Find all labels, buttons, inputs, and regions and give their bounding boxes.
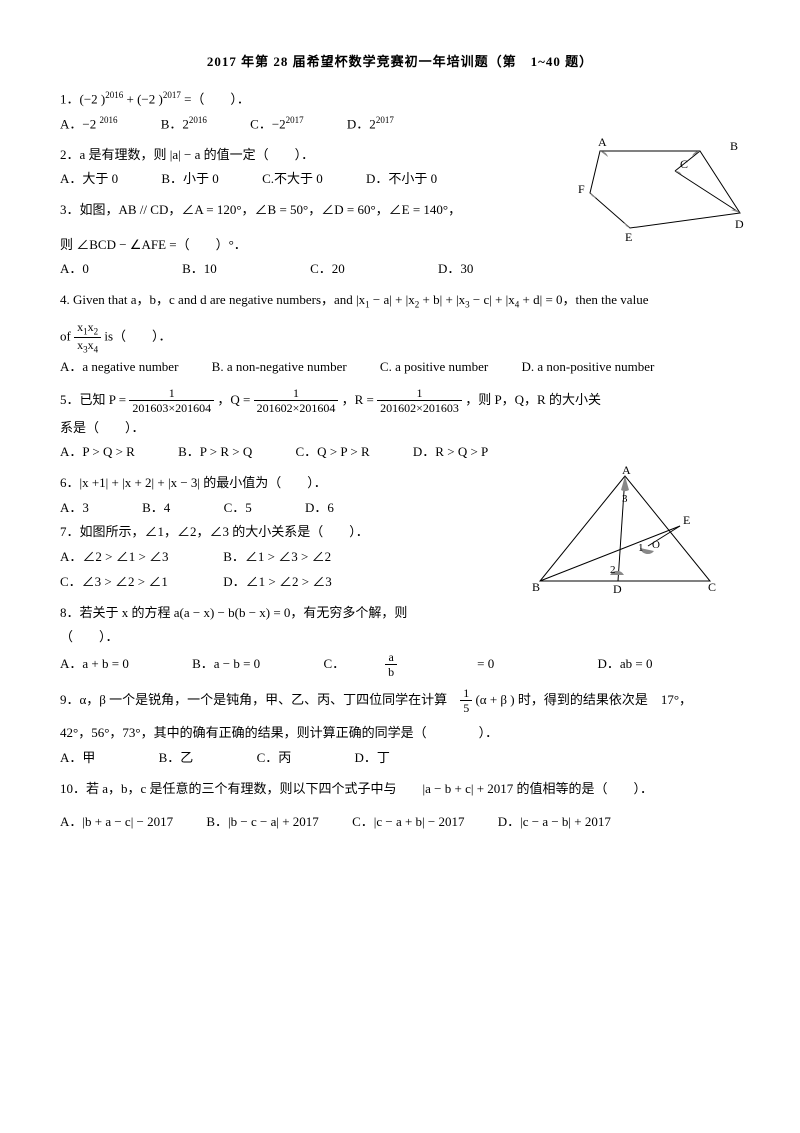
q6-B: B．4 xyxy=(142,496,170,521)
q5-options: A．P > Q > R B．P > R > Q C．Q > P > R D．R … xyxy=(60,440,740,465)
q3-A: A．0 xyxy=(60,257,89,282)
q7-D: D．∠1 > ∠2 > ∠3 xyxy=(223,574,332,589)
q9-B: B．乙 xyxy=(159,746,194,771)
q8-C: C．ab = 0 xyxy=(323,650,534,680)
fig1-B: B xyxy=(730,139,738,153)
svg-text:A: A xyxy=(622,466,631,477)
figure-triangle: A B C D E O 1 2 3 xyxy=(530,466,720,596)
question-8: 8．若关于 x 的方程 a(a − x) − b(b − x) = 0，有无穷多… xyxy=(60,601,740,680)
svg-text:C: C xyxy=(708,580,716,594)
question-6: 6．|x +1| + |x + 2| + |x − 3| 的最小值为（ ）． A… xyxy=(60,471,740,594)
q10-stem: 10．若 a，b，c 是任意的三个有理数，则以下四个式子中与 |a − b + … xyxy=(60,777,740,802)
q5-line2: 系是（ ）． xyxy=(60,416,740,441)
q9-stem: 9．α，β 一个是锐角，一个是钝角，甲、乙、丙、丁四位同学在计算 xyxy=(60,692,447,707)
q7-A: A．∠2 > ∠1 > ∠3 xyxy=(60,545,220,570)
q5-B: B．P > R > Q xyxy=(178,440,252,465)
q2-B: B．小于 0 xyxy=(161,167,218,192)
q9-options: A．甲 B．乙 C．丙 D．丁 xyxy=(60,746,740,771)
q3-options: A．0 B．10 C．20 D．30 xyxy=(60,257,740,282)
q9-D: D．丁 xyxy=(354,746,389,771)
q8-stem2: （ ）． xyxy=(60,625,740,650)
q2-A: A．大于 0 xyxy=(60,167,118,192)
q6-D: D．6 xyxy=(305,496,334,521)
question-2: 2．a 是有理数，则 |a| − a 的值一定（ ）． A．大于 0 B．小于 … xyxy=(60,143,740,192)
q4-D: D. a non-positive number xyxy=(522,355,655,380)
q4-frac: x1x2 x3x4 xyxy=(74,320,101,355)
q1-D: D．22017 xyxy=(347,112,394,137)
svg-text:3: 3 xyxy=(622,493,628,505)
q1-C: C．−22017 xyxy=(250,112,304,137)
svg-text:O: O xyxy=(652,539,660,551)
q10-options: A．|b + a − c| − 2017 B．|b − c − a| + 201… xyxy=(60,810,740,835)
q7-B: B．∠1 > ∠3 > ∠2 xyxy=(223,549,331,564)
svg-text:D: D xyxy=(613,582,622,596)
q8-D: D．ab = 0 xyxy=(597,652,652,677)
q3-D: D．30 xyxy=(438,257,473,282)
q10-C: C．|c − a + b| − 2017 xyxy=(352,810,464,835)
question-5: 5．已知 P = 1201603×201604 ，Q = 1201602×201… xyxy=(60,386,740,465)
q7-C: C．∠3 > ∠2 > ∠1 xyxy=(60,570,220,595)
q4-B: B. a non-negative number xyxy=(212,355,347,380)
q4-is: is（ ）． xyxy=(104,329,171,344)
q8-options: A．a + b = 0 B．a − b = 0 C．ab = 0 D．ab = … xyxy=(60,650,740,680)
q1-stem: 1．(−2 )2016 + (−2 )2017 =（ ）． xyxy=(60,87,740,112)
q4-of: of xyxy=(60,329,71,344)
fig1-F: F xyxy=(578,182,585,196)
q10-B: B．|b − c − a| + 2017 xyxy=(206,810,318,835)
q10-D: D．|c − a − b| + 2017 xyxy=(498,810,611,835)
svg-text:1: 1 xyxy=(638,542,644,554)
q1-A: A．−2 2016 xyxy=(60,112,117,137)
q10-A: A．|b + a − c| − 2017 xyxy=(60,810,173,835)
question-9: 9．α，β 一个是锐角，一个是钝角，甲、乙、丙、丁四位同学在计算 15 (α +… xyxy=(60,686,740,771)
question-10: 10．若 a，b，c 是任意的三个有理数，则以下四个式子中与 |a − b + … xyxy=(60,777,740,834)
q9-C: C．丙 xyxy=(257,746,292,771)
svg-text:E: E xyxy=(683,513,690,527)
q5-pre: 5．已知 P = xyxy=(60,392,126,407)
q9-line2: 42°，56°，73°，其中的确有正确的结果，则计算正确的同学是（ ）． xyxy=(60,721,740,746)
q8-B: B．a − b = 0 xyxy=(192,652,260,677)
svg-text:B: B xyxy=(532,580,540,594)
q3-C: C．20 xyxy=(310,257,345,282)
fig1-C: C xyxy=(680,157,688,171)
question-1: 1．(−2 )2016 + (−2 )2017 =（ ）． A．−2 2016 … xyxy=(60,87,740,137)
q3-stem2: 则 ∠BCD − ∠AFE =（ ）°． xyxy=(60,233,740,258)
q8-stem: 8．若关于 x 的方程 a(a − x) − b(b − x) = 0，有无穷多… xyxy=(60,601,740,626)
q5-A: A．P > Q > R xyxy=(60,440,135,465)
q2-C: C.不大于 0 xyxy=(262,167,323,192)
fig1-A: A xyxy=(598,135,607,149)
q4-A: A．a negative number xyxy=(60,355,178,380)
q4-C: C. a positive number xyxy=(380,355,488,380)
q5-C: C．Q > P > R xyxy=(296,440,370,465)
q6-C: C．5 xyxy=(224,496,252,521)
q4-stem: 4. Given that a，b，c and d are negative n… xyxy=(60,288,740,314)
page-title: 2017 年第 28 届希望杯数学竞赛初一年培训题（第 1~40 题） xyxy=(60,50,740,75)
q1-B: B．22016 xyxy=(161,112,207,137)
q2-D: D．不小于 0 xyxy=(366,167,437,192)
q5-D: D．R > Q > P xyxy=(413,440,488,465)
q8-A: A．a + b = 0 xyxy=(60,652,129,677)
q3-stem1: 3．如图，AB // CD，∠A = 120°，∠B = 50°，∠D = 60… xyxy=(60,198,740,223)
q3-B: B．10 xyxy=(182,257,217,282)
svg-text:2: 2 xyxy=(610,564,616,576)
q6-A: A．3 xyxy=(60,496,89,521)
q9-A: A．甲 xyxy=(60,746,95,771)
question-4: 4. Given that a，b，c and d are negative n… xyxy=(60,288,740,380)
question-3: 3．如图，AB // CD，∠A = 120°，∠B = 50°，∠D = 60… xyxy=(60,198,740,282)
q4-options: A．a negative number B. a non-negative nu… xyxy=(60,355,740,380)
